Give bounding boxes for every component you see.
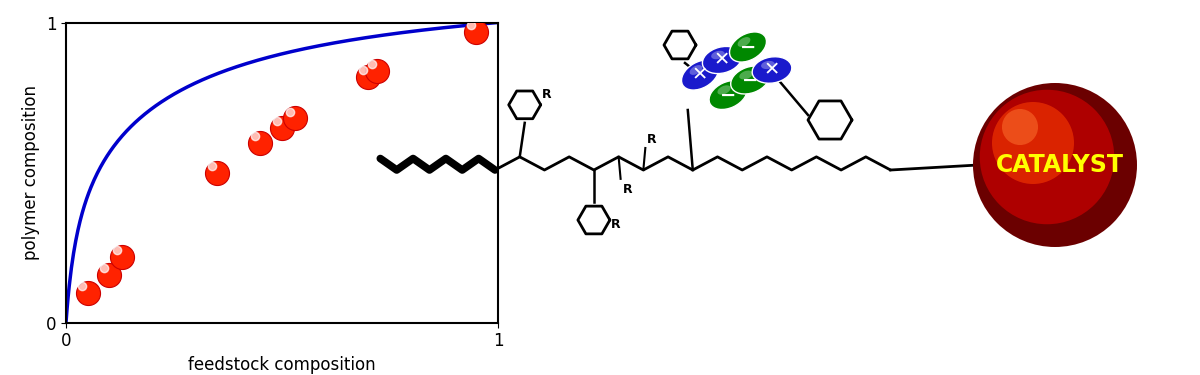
Ellipse shape	[709, 81, 746, 110]
Point	[107, 247, 126, 253]
Point	[95, 265, 114, 271]
Point	[462, 22, 481, 28]
Point	[354, 67, 373, 73]
Ellipse shape	[761, 61, 775, 69]
Circle shape	[992, 102, 1074, 184]
Point	[280, 109, 299, 115]
Point	[286, 116, 305, 122]
X-axis label: feedstock composition: feedstock composition	[188, 356, 376, 374]
Point	[272, 124, 292, 130]
Circle shape	[1002, 109, 1038, 145]
Ellipse shape	[752, 57, 792, 83]
Ellipse shape	[718, 86, 731, 94]
Ellipse shape	[690, 65, 702, 75]
Ellipse shape	[738, 37, 750, 47]
Y-axis label: polymer composition: polymer composition	[22, 85, 40, 260]
Text: −: −	[720, 86, 736, 105]
Text: R: R	[541, 88, 551, 101]
Point	[359, 74, 378, 80]
Point	[467, 28, 486, 34]
Point	[268, 118, 287, 124]
Point	[246, 133, 265, 139]
Ellipse shape	[739, 70, 752, 80]
Circle shape	[973, 83, 1138, 247]
Text: ✕: ✕	[714, 51, 730, 69]
Ellipse shape	[702, 46, 742, 74]
Text: ✕: ✕	[764, 60, 780, 80]
Point	[367, 68, 386, 74]
Text: ✕: ✕	[692, 66, 708, 84]
Point	[203, 163, 222, 169]
Point	[100, 272, 119, 278]
Text: R: R	[647, 133, 656, 146]
Ellipse shape	[730, 32, 767, 62]
Point	[73, 283, 92, 289]
Point	[208, 170, 227, 176]
Point	[251, 140, 270, 146]
Point	[362, 61, 382, 67]
Ellipse shape	[731, 66, 769, 94]
Text: R: R	[623, 183, 632, 196]
Text: −: −	[742, 70, 758, 90]
Ellipse shape	[712, 51, 725, 59]
Point	[78, 290, 97, 296]
Text: −: −	[740, 38, 756, 57]
Ellipse shape	[682, 60, 719, 90]
Text: CATALYST: CATALYST	[996, 153, 1124, 177]
Circle shape	[979, 90, 1115, 224]
Point	[113, 254, 132, 260]
Text: R: R	[611, 219, 620, 231]
